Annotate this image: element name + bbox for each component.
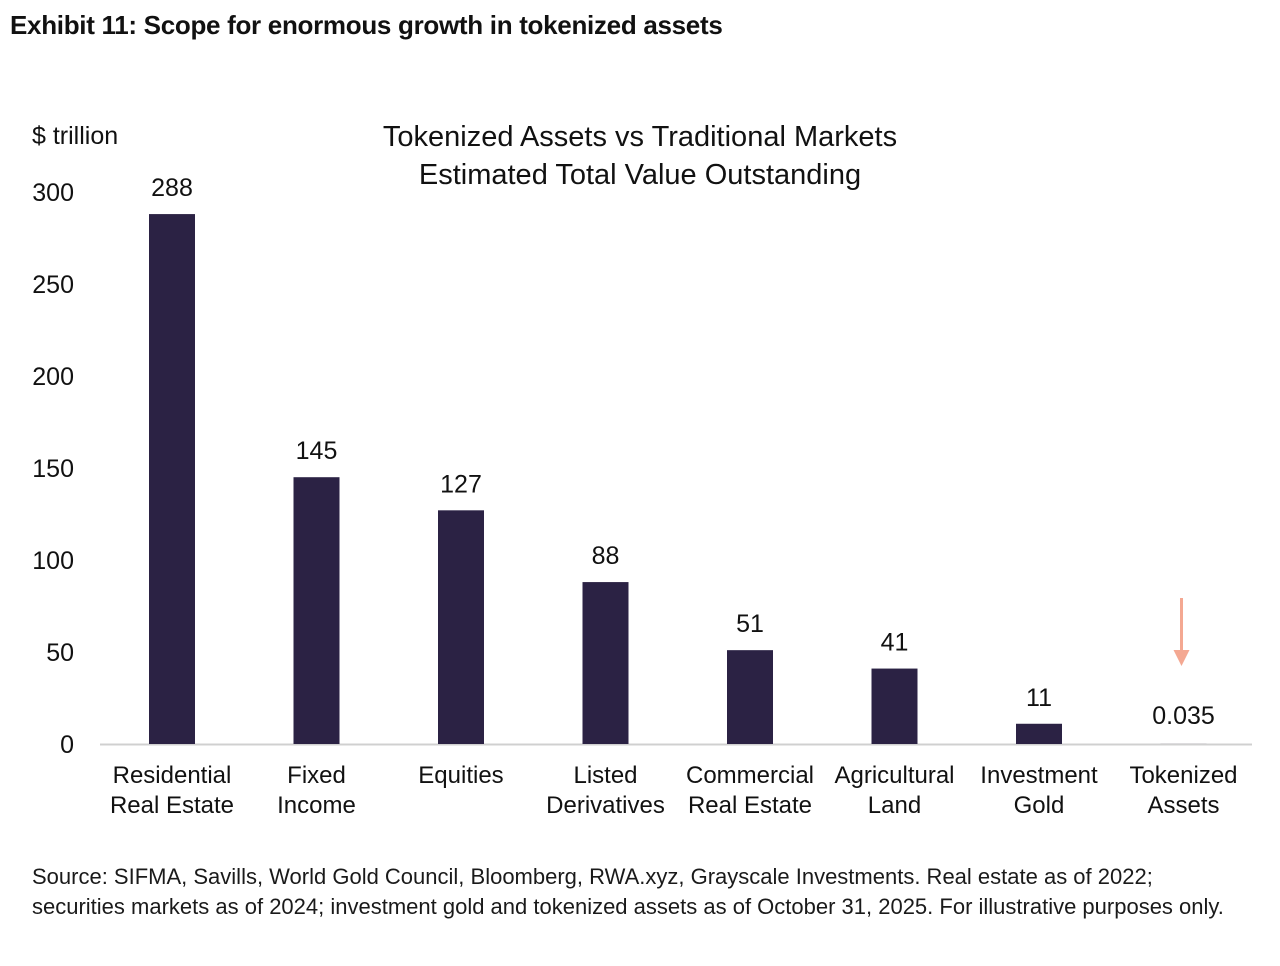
category-label-7-line-2: Assets (1147, 792, 1219, 819)
category-label-5-line-2: Land (868, 792, 921, 819)
category-label-5-line-1: Agricultural (834, 762, 954, 789)
category-label-3-line-1: Listed (573, 762, 637, 789)
chart-title: Tokenized Assets vs Traditional Markets E… (383, 121, 897, 191)
data-label-4: 51 (736, 610, 764, 638)
bar-0 (149, 214, 195, 744)
y-tick-label: 100 (32, 547, 74, 575)
category-label-2-line-1: Equities (418, 762, 503, 789)
exhibit-title: Exhibit 11: Scope for enormous growth in… (10, 10, 723, 40)
data-label-0: 288 (151, 174, 193, 202)
data-label-6: 11 (1026, 684, 1052, 712)
data-labels: 288 145 127 88 51 41 11 0.035 (151, 174, 1215, 730)
y-tick-label: 200 (32, 363, 74, 391)
category-label-0-line-2: Real Estate (110, 792, 234, 819)
category-label-4-line-2: Real Estate (688, 792, 812, 819)
chart-title-line-2: Estimated Total Value Outstanding (419, 159, 861, 191)
arrow-head (1173, 650, 1190, 666)
y-tick-label: 150 (32, 455, 74, 483)
data-label-7: 0.035 (1152, 702, 1215, 730)
category-label-4-line-1: Commercial (686, 762, 814, 789)
arrow-down-icon (1173, 598, 1190, 666)
category-label-3-line-2: Derivatives (546, 792, 665, 819)
category-labels: Residential Real Estate Fixed Income Equitie… (110, 762, 1238, 819)
data-label-2: 127 (440, 470, 482, 498)
y-axis-unit: $ trillion (32, 122, 118, 150)
category-label-1-line-2: Income (277, 792, 356, 819)
data-label-5: 41 (881, 629, 909, 657)
bar-chart: Tokenized Assets vs Traditional Markets E… (32, 121, 1252, 819)
category-label-0-line-1: Residential (113, 762, 232, 789)
data-label-1: 145 (296, 437, 338, 465)
category-label-6-line-2: Gold (1014, 792, 1065, 819)
category-label-1-line-1: Fixed (287, 762, 346, 789)
bar-6 (1016, 723, 1062, 744)
bar-5 (871, 668, 918, 744)
bars (149, 214, 1207, 744)
category-label-6-line-1: Investment (980, 762, 1098, 789)
bar-3 (582, 582, 629, 744)
y-tick-label: 250 (32, 271, 74, 299)
y-tick-label: 300 (32, 179, 74, 207)
data-label-3: 88 (592, 542, 620, 570)
y-axis-ticks: 0 50 100 150 200 250 300 (32, 179, 74, 759)
y-axis-unit-label: $ trillion (32, 122, 118, 150)
chart-title-line-1: Tokenized Assets vs Traditional Markets (383, 121, 897, 153)
source-note: Source: SIFMA, Savills, World Gold Counc… (32, 864, 1224, 919)
annotations (1173, 598, 1190, 666)
category-label-7-line-1: Tokenized (1129, 762, 1237, 789)
y-tick-label: 0 (60, 731, 74, 759)
bar-2 (438, 510, 484, 744)
bar-4 (727, 650, 773, 744)
bar-1 (293, 477, 340, 744)
y-tick-label: 50 (46, 639, 74, 667)
